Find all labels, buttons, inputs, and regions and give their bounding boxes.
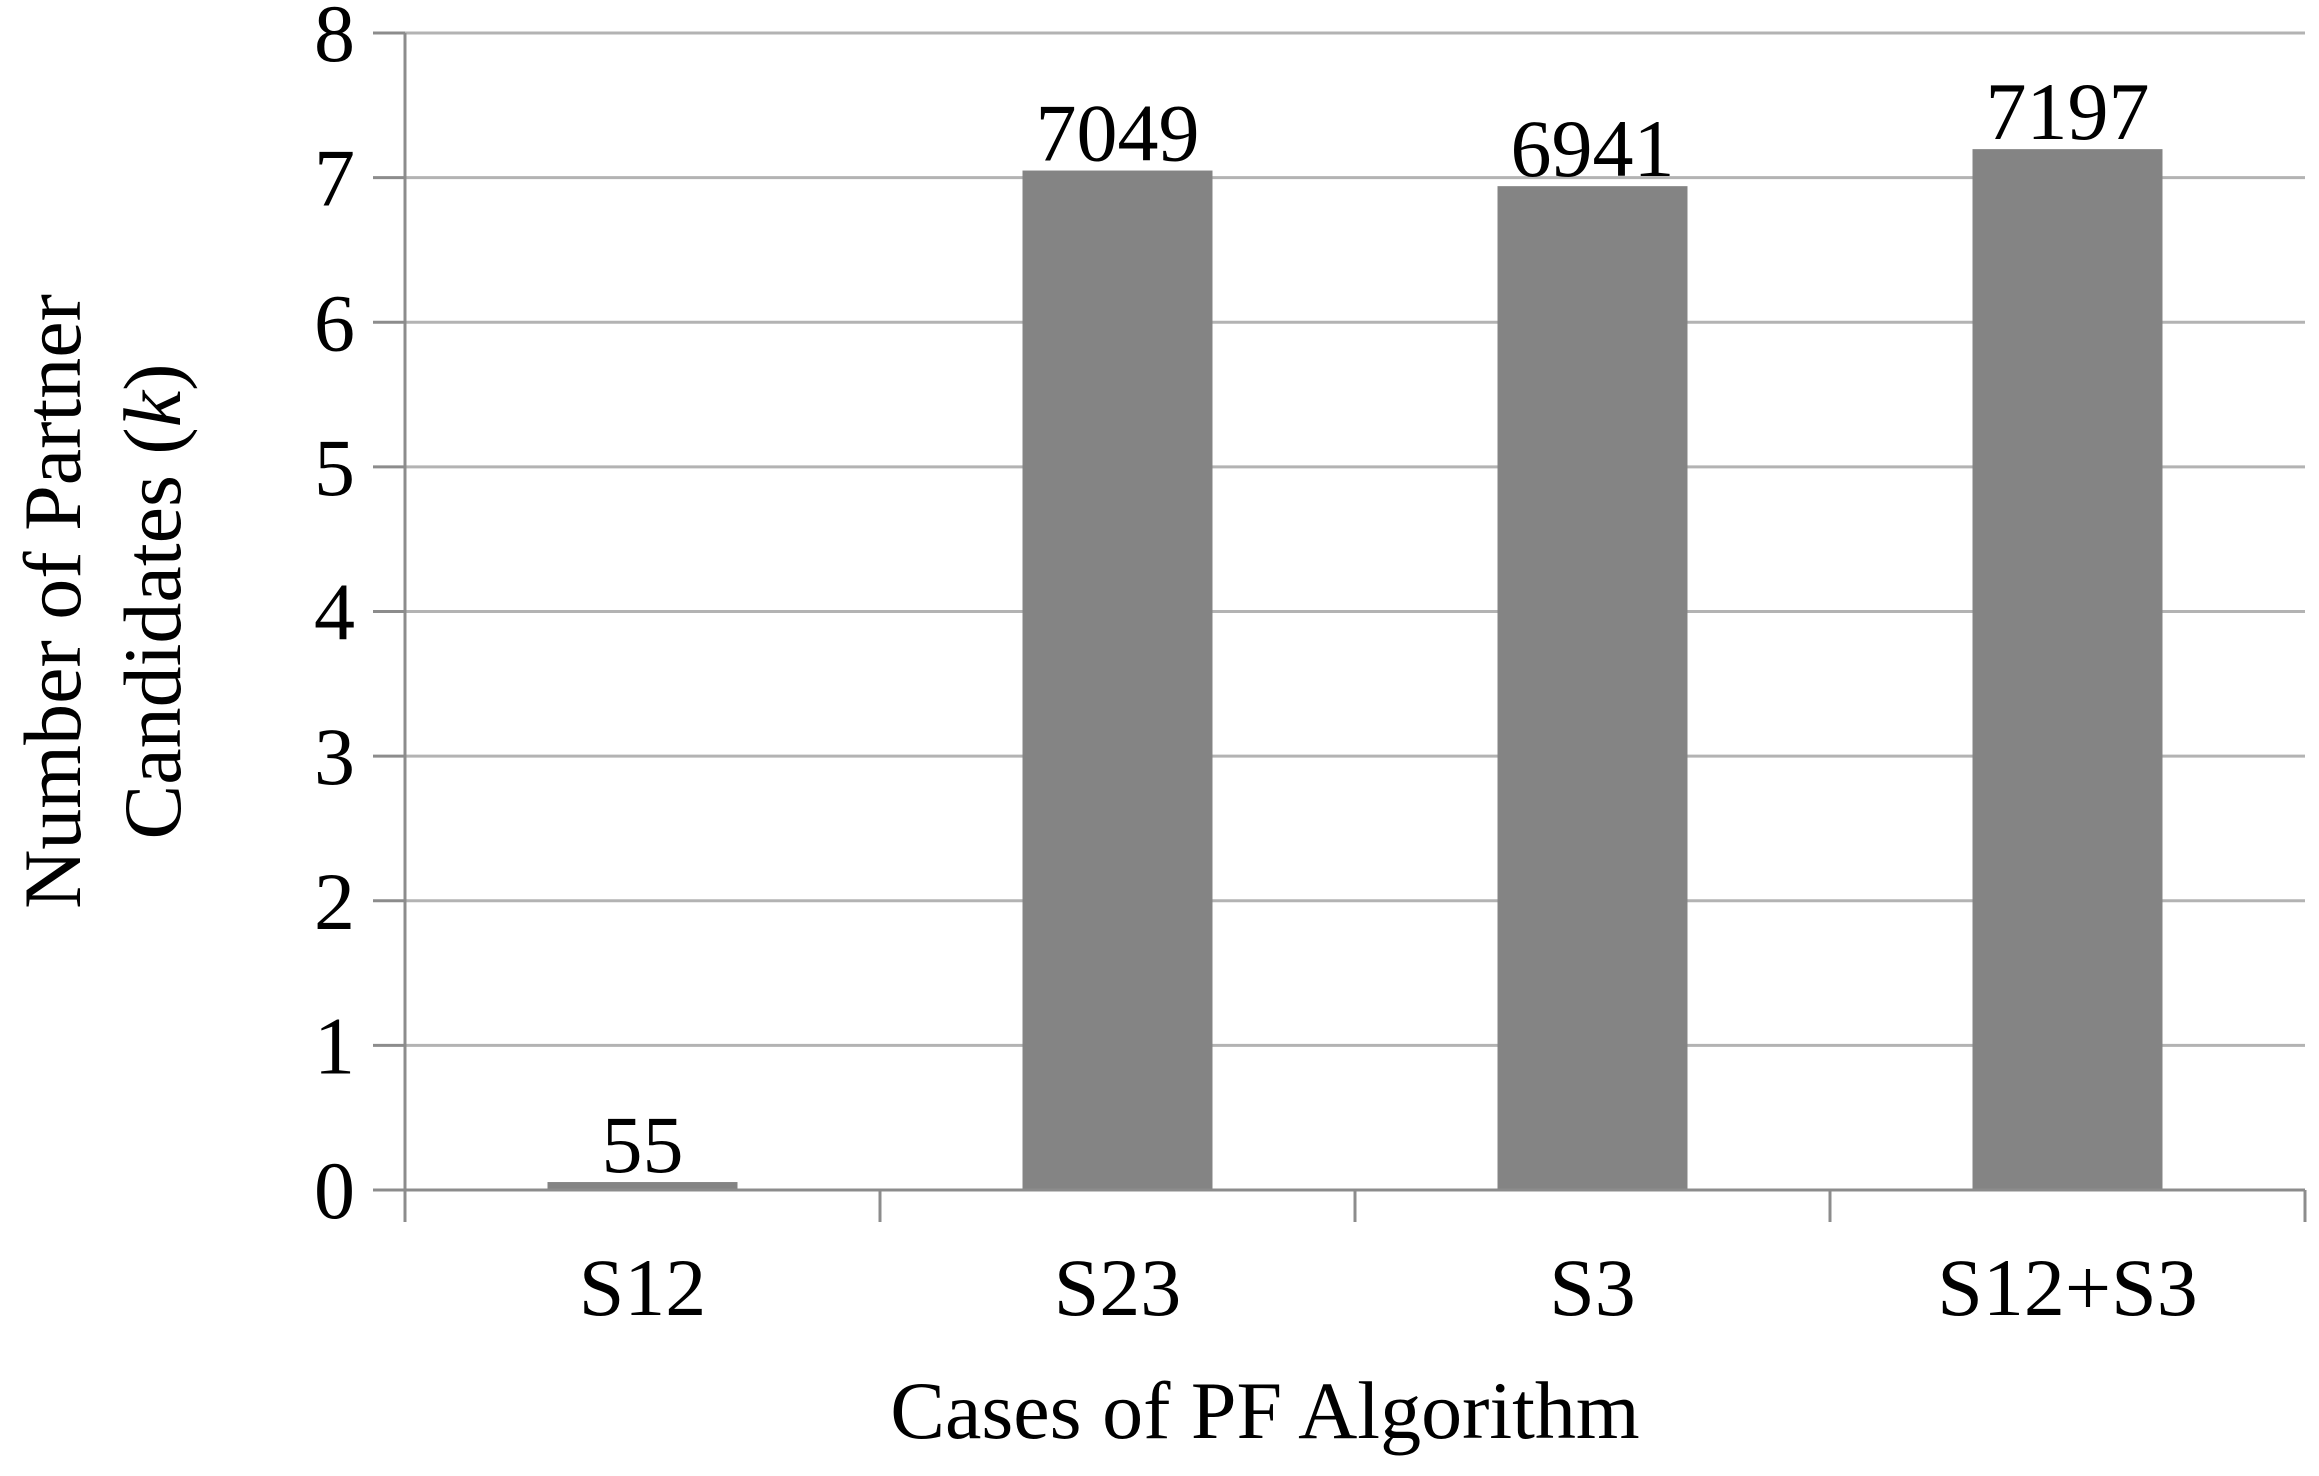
y-tick-label: 7 xyxy=(314,133,355,224)
y-tick-label: 0 xyxy=(314,1145,355,1236)
y-tick-label: 4 xyxy=(314,567,355,658)
x-category-label: S3 xyxy=(1549,1242,1636,1333)
y-tick-label: 5 xyxy=(314,422,355,513)
x-axis-title: Cases of PF Algorithm xyxy=(890,1365,1639,1456)
x-category-label: S12+S3 xyxy=(1937,1242,2197,1333)
y-axis-title-prefix: Candidates ( xyxy=(107,427,198,839)
y-tick-label: 3 xyxy=(314,711,355,802)
labels: 0 1 2 3 4 5 6 7 8 55 S12 7049 S23 6941 S3 7197 S12+S3 xyxy=(314,0,2198,1333)
axes xyxy=(373,31,2307,1222)
y-tick-label: 6 xyxy=(314,277,355,368)
x-category-label: S12 xyxy=(579,1242,707,1333)
y-axis-title-line1: Number of Partner xyxy=(7,294,98,909)
y-axis-title: Number of Partner Candidates (k) xyxy=(7,294,198,909)
y-tick-label: 2 xyxy=(314,856,355,947)
y-axis-title-line2: Candidates (k) xyxy=(107,364,198,840)
y-axis-title-italic: k xyxy=(107,389,198,427)
bar-s12-s3 xyxy=(1972,149,2163,1190)
bar-s3 xyxy=(1497,186,1688,1191)
y-tick-label: 1 xyxy=(314,1000,355,1091)
bars xyxy=(547,149,2163,1191)
data-label: 7049 xyxy=(1036,88,1200,179)
x-category-label: S23 xyxy=(1054,1242,1182,1333)
data-label: 6941 xyxy=(1511,103,1675,194)
y-axis-title-suffix: ) xyxy=(107,364,198,391)
y-tick-label: 8 xyxy=(314,0,355,79)
bar-s23 xyxy=(1022,170,1213,1190)
data-label: 7197 xyxy=(1986,66,2150,157)
gridlines xyxy=(405,31,2305,1047)
data-label: 55 xyxy=(602,1099,684,1190)
bar-s12 xyxy=(547,1182,738,1190)
